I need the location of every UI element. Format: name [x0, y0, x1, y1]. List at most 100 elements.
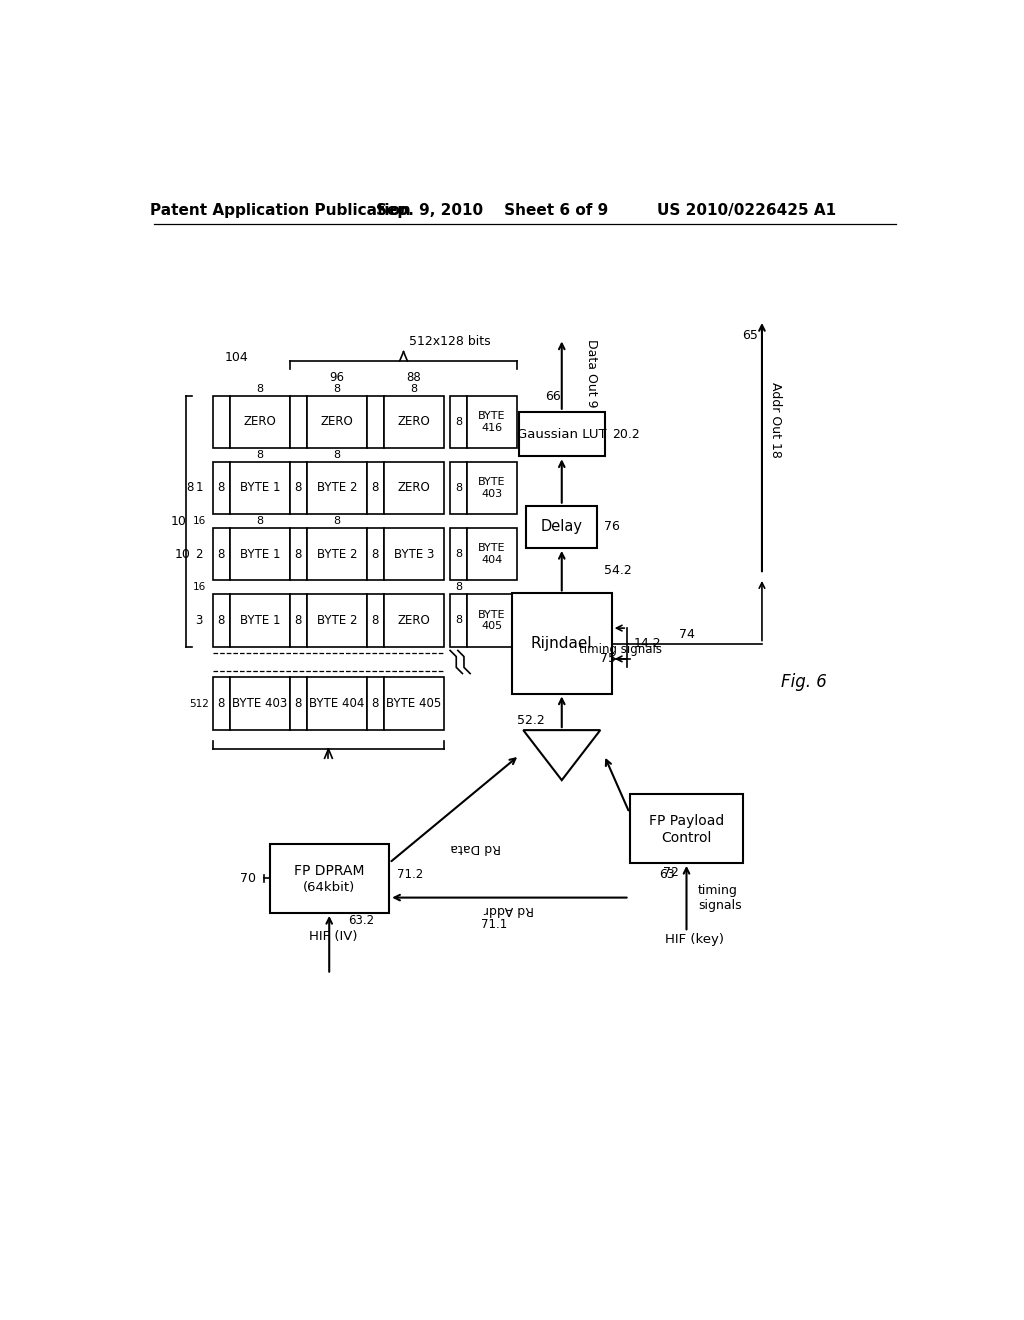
- Text: 1: 1: [196, 482, 203, 495]
- Text: 8: 8: [256, 384, 263, 393]
- Text: 8: 8: [372, 697, 379, 710]
- Bar: [512, 594, 611, 693]
- Bar: [367, 462, 384, 513]
- Bar: [307, 396, 367, 447]
- Bar: [213, 462, 230, 513]
- Text: 70: 70: [240, 871, 256, 884]
- Bar: [230, 677, 290, 730]
- Text: 8: 8: [411, 384, 418, 393]
- Text: 75: 75: [600, 652, 615, 665]
- Text: Rd Addr: Rd Addr: [484, 903, 535, 916]
- Text: 8: 8: [372, 614, 379, 627]
- Text: FP Payload: FP Payload: [649, 813, 724, 828]
- Text: BYTE 403: BYTE 403: [232, 697, 288, 710]
- Bar: [270, 843, 389, 913]
- Bar: [307, 462, 367, 513]
- Text: 66: 66: [545, 389, 560, 403]
- Text: 52.2: 52.2: [517, 714, 545, 727]
- Text: 8: 8: [334, 384, 341, 393]
- Bar: [367, 396, 384, 447]
- Bar: [230, 396, 290, 447]
- Text: Fig. 6: Fig. 6: [781, 673, 827, 690]
- Text: Delay: Delay: [541, 519, 583, 535]
- Bar: [384, 594, 444, 647]
- Bar: [367, 594, 384, 647]
- Text: 8: 8: [455, 483, 462, 492]
- Text: 8: 8: [455, 615, 462, 626]
- Bar: [290, 528, 307, 581]
- Text: 3: 3: [196, 614, 203, 627]
- Text: 54.2: 54.2: [604, 564, 632, 577]
- Text: 65: 65: [742, 329, 759, 342]
- Text: BYTE 1: BYTE 1: [240, 548, 281, 561]
- Text: 71.1: 71.1: [481, 917, 507, 931]
- Text: 8: 8: [334, 516, 341, 527]
- Text: BYTE 404: BYTE 404: [309, 697, 365, 710]
- Text: 8: 8: [295, 548, 302, 561]
- Text: BYTE
416: BYTE 416: [478, 411, 506, 433]
- Bar: [451, 528, 467, 581]
- Text: 8: 8: [295, 614, 302, 627]
- Text: FP DPRAM: FP DPRAM: [294, 863, 365, 878]
- Text: 8: 8: [218, 482, 225, 495]
- Text: ZERO: ZERO: [244, 416, 276, 428]
- Text: 96: 96: [330, 371, 344, 384]
- Text: 2: 2: [196, 548, 203, 561]
- Text: 8: 8: [295, 697, 302, 710]
- Text: ZERO: ZERO: [397, 416, 430, 428]
- Text: BYTE 1: BYTE 1: [240, 614, 281, 627]
- Text: 8: 8: [218, 548, 225, 561]
- Bar: [290, 594, 307, 647]
- Bar: [230, 528, 290, 581]
- Text: 74: 74: [679, 628, 695, 640]
- Text: HIF (IV): HIF (IV): [309, 929, 357, 942]
- Bar: [367, 677, 384, 730]
- Text: 16: 16: [193, 516, 206, 527]
- Text: 8: 8: [455, 549, 462, 560]
- Text: 8: 8: [455, 582, 462, 593]
- Bar: [230, 462, 290, 513]
- Text: timing
signals: timing signals: [698, 883, 741, 912]
- Text: ZERO: ZERO: [321, 416, 353, 428]
- Text: 8: 8: [372, 548, 379, 561]
- Text: 76: 76: [604, 520, 620, 533]
- Bar: [467, 594, 517, 647]
- Text: HIF (key): HIF (key): [665, 933, 724, 946]
- Bar: [307, 594, 367, 647]
- Text: BYTE
403: BYTE 403: [478, 477, 506, 499]
- Text: BYTE 405: BYTE 405: [386, 697, 441, 710]
- Bar: [451, 594, 467, 647]
- Bar: [526, 506, 597, 548]
- Text: 10: 10: [170, 515, 186, 528]
- Bar: [213, 677, 230, 730]
- Text: 88: 88: [407, 371, 421, 384]
- Text: 10: 10: [174, 548, 190, 561]
- Text: timing signals: timing signals: [580, 643, 663, 656]
- Text: US 2010/0226425 A1: US 2010/0226425 A1: [657, 203, 837, 218]
- Text: Rd Data: Rd Data: [451, 841, 501, 854]
- Text: ZERO: ZERO: [397, 614, 430, 627]
- Bar: [213, 528, 230, 581]
- Text: 63: 63: [659, 869, 675, 880]
- Bar: [384, 528, 444, 581]
- Bar: [630, 793, 743, 863]
- Text: BYTE
404: BYTE 404: [478, 544, 506, 565]
- Bar: [213, 396, 230, 447]
- Text: 512: 512: [189, 698, 209, 709]
- Text: 16: 16: [193, 582, 206, 593]
- Bar: [384, 396, 444, 447]
- Text: BYTE 3: BYTE 3: [394, 548, 434, 561]
- Bar: [467, 528, 517, 581]
- Text: (64kbit): (64kbit): [303, 880, 355, 894]
- Text: BYTE 2: BYTE 2: [316, 614, 357, 627]
- Text: 8: 8: [455, 417, 462, 426]
- Text: 8: 8: [218, 614, 225, 627]
- Text: Sep. 9, 2010    Sheet 6 of 9: Sep. 9, 2010 Sheet 6 of 9: [377, 203, 608, 218]
- Text: 104: 104: [224, 351, 248, 363]
- Text: 8: 8: [256, 516, 263, 527]
- Text: Rijndael: Rijndael: [531, 636, 593, 651]
- Text: 8: 8: [372, 482, 379, 495]
- Bar: [290, 462, 307, 513]
- Bar: [290, 396, 307, 447]
- Text: BYTE 2: BYTE 2: [316, 482, 357, 495]
